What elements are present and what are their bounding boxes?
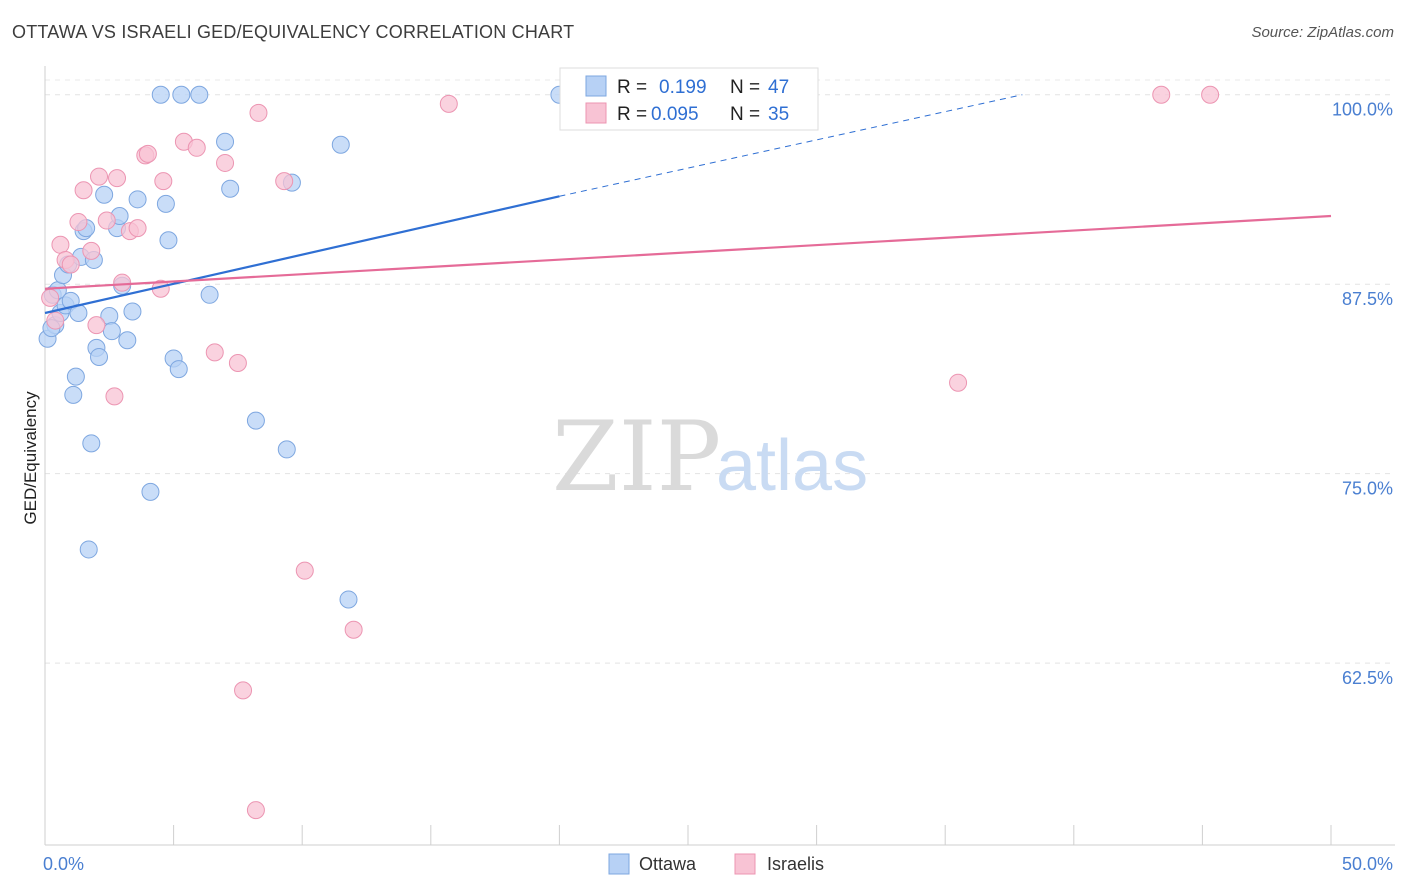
gridlines (45, 79, 1395, 664)
series-legend-swatch-israelis (734, 853, 756, 875)
ottawa-trend-extension (559, 94, 1023, 197)
israelis-point-32 (949, 373, 968, 392)
israelis-point-30 (344, 620, 363, 639)
israelis-point-8 (87, 316, 106, 335)
ottawa-point-40 (246, 411, 265, 430)
israelis-point-21 (187, 138, 206, 157)
x-tick-label-0: 0.0% (43, 854, 84, 874)
israelis-point-33 (1152, 85, 1171, 104)
israelis-point-19 (154, 172, 173, 191)
axes (44, 66, 1395, 846)
ottawa-trend-line (44, 195, 560, 315)
israelis-point-25 (234, 681, 253, 700)
israelis-trend-line (44, 214, 1332, 290)
source-credit: Source: ZipAtlas.com (1251, 24, 1394, 41)
stats-legend: R = 0.199 N = 47 R = 0.095 N = 35 (559, 67, 819, 131)
y-tick-label-2: 75.0% (1342, 479, 1393, 499)
israelis-point-10 (97, 211, 116, 230)
trend-lines (44, 94, 1332, 315)
israelis-point-5 (69, 213, 88, 232)
x-tick-label-1: 50.0% (1342, 854, 1393, 874)
ottawa-point-31 (156, 194, 175, 213)
ottawa-point-34 (169, 360, 188, 379)
ottawa-point-27 (123, 302, 142, 321)
legend-r-label-israelis: R = (617, 104, 647, 125)
israelis-point-6 (74, 181, 93, 200)
legend-r-value-ottawa: 0.199 (659, 77, 707, 98)
israelis-point-2 (51, 235, 70, 254)
israelis-point-27 (249, 103, 268, 122)
ottawa-point-39 (221, 179, 240, 198)
series-legend-label-ottawa: Ottawa (639, 854, 697, 874)
israelis-point-0 (41, 288, 60, 307)
y-tick-label-0: 100.0% (1332, 100, 1393, 120)
chart-title: OTTAWA VS ISRAELI GED/EQUIVALENCY CORREL… (12, 22, 575, 42)
ottawa-point-30 (151, 85, 170, 104)
israelis-point-15 (128, 219, 147, 238)
israelis-point-24 (228, 354, 247, 373)
israelis-point-29 (295, 561, 314, 580)
watermark: ZIP atlas (552, 401, 868, 513)
y-tick-label-1: 87.5% (1342, 289, 1393, 309)
watermark-atlas: atlas (716, 426, 868, 506)
ottawa-point-43 (331, 135, 350, 154)
ottawa-point-16 (82, 434, 101, 453)
legend-n-label-israelis: N = (730, 104, 760, 125)
ottawa-point-44 (339, 590, 358, 609)
ottawa-point-20 (95, 185, 114, 204)
series-legend: Ottawa Israelis (608, 853, 824, 875)
ottawa-point-32 (159, 231, 178, 250)
legend-swatch-ottawa (585, 75, 607, 97)
ottawa-point-29 (141, 482, 160, 501)
israelis-point-26 (246, 801, 265, 820)
ottawa-point-36 (190, 85, 209, 104)
ottawa-point-37 (200, 285, 219, 304)
data-points (38, 85, 1220, 820)
ottawa-point-22 (102, 322, 121, 341)
series-legend-label-israelis: Israelis (767, 854, 824, 874)
ottawa-point-28 (128, 190, 147, 209)
ottawa-point-10 (66, 367, 85, 386)
ottawa-point-41 (277, 440, 296, 459)
israelis-point-31 (439, 94, 458, 113)
ottawa-point-26 (118, 331, 137, 350)
israelis-point-34 (1201, 85, 1220, 104)
legend-swatch-israelis (585, 102, 607, 124)
ottawa-point-38 (216, 132, 235, 151)
israelis-point-12 (108, 169, 127, 188)
israelis-point-13 (113, 273, 132, 292)
israelis-point-17 (138, 144, 157, 163)
legend-n-value-israelis: 35 (768, 104, 789, 125)
israelis-point-23 (216, 153, 235, 172)
ottawa-point-35 (172, 85, 191, 104)
israelis-point-4 (61, 255, 80, 274)
watermark-zip: ZIP (552, 401, 721, 513)
legend-r-value-israelis: 0.095 (651, 104, 699, 125)
ottawa-point-9 (64, 385, 83, 404)
legend-n-label-ottawa: N = (730, 77, 760, 98)
tick-labels: 100.0% 87.5% 75.0% 62.5% 0.0% 50.0% (43, 100, 1393, 874)
y-tick-label-3: 62.5% (1342, 668, 1393, 688)
y-axis-label: GED/Equivalency (21, 391, 40, 525)
israelis-point-22 (205, 343, 224, 362)
ottawa-point-19 (90, 347, 109, 366)
israelis-point-28 (275, 172, 294, 191)
legend-r-label-ottawa: R = (617, 77, 647, 98)
israelis-point-9 (90, 167, 109, 186)
series-legend-swatch-ottawa (608, 853, 630, 875)
legend-n-value-ottawa: 47 (768, 77, 789, 98)
israelis-point-11 (105, 387, 124, 406)
ottawa-point-15 (79, 540, 98, 559)
israelis-point-1 (46, 311, 65, 330)
israelis-point-7 (82, 241, 101, 260)
